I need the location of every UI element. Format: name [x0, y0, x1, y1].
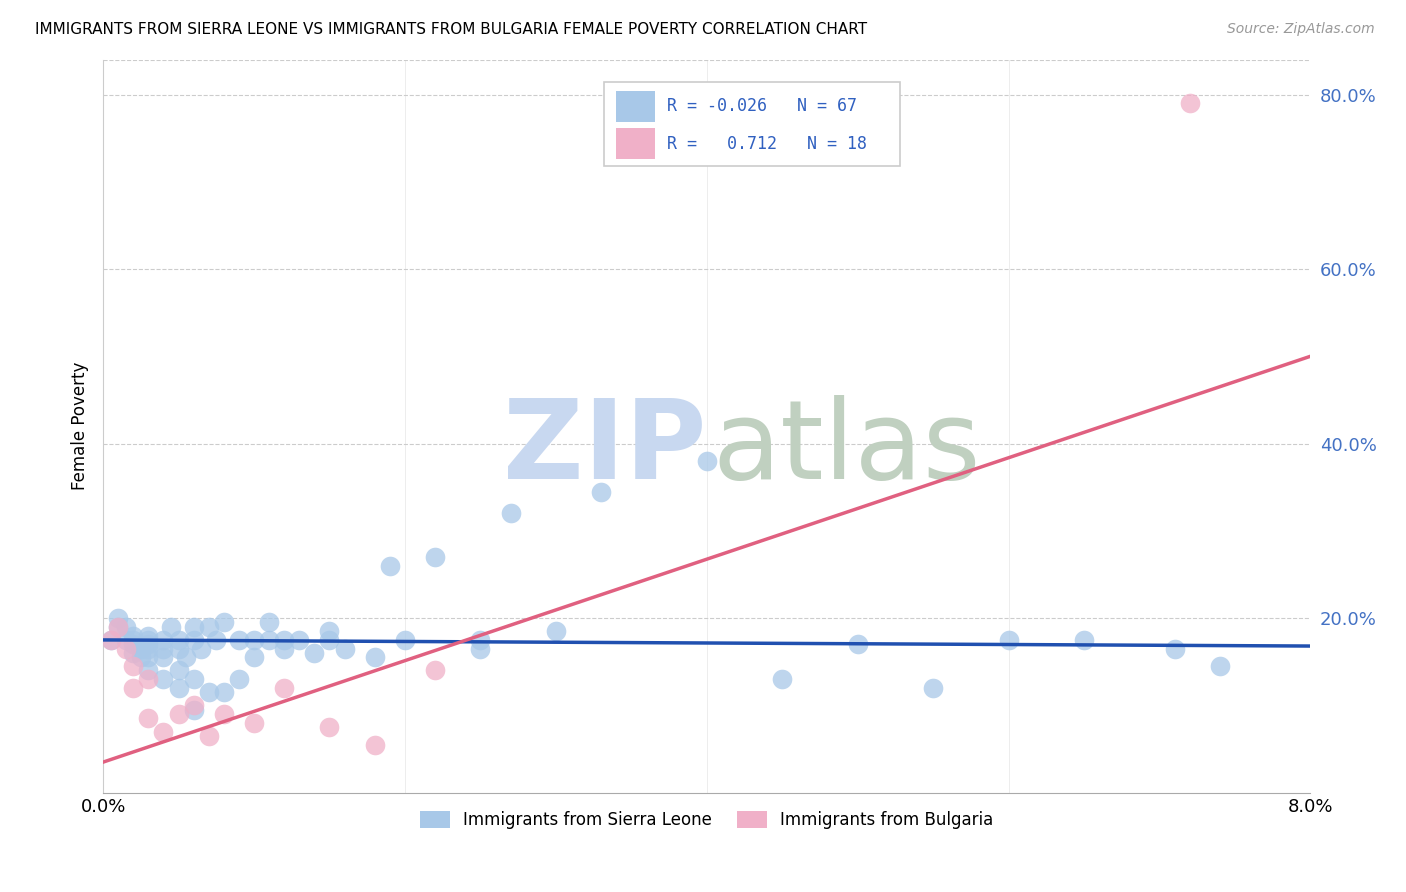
Point [273, 641, 295, 656]
Legend: Immigrants from Sierra Leone, Immigrants from Bulgaria: Immigrants from Sierra Leone, Immigrants… [413, 804, 1000, 836]
Text: atlas: atlas [713, 394, 981, 501]
Point [190, 641, 212, 656]
Point [138, 629, 160, 643]
Point [152, 724, 174, 739]
Point [770, 672, 793, 686]
Point [1163, 641, 1185, 656]
Point [183, 698, 205, 713]
Point [846, 637, 869, 651]
Point [212, 615, 235, 630]
Point [129, 650, 152, 665]
Point [100, 632, 122, 647]
Point [114, 632, 136, 647]
FancyBboxPatch shape [605, 81, 900, 166]
Point [364, 650, 387, 665]
Point [364, 738, 387, 752]
Point [243, 650, 266, 665]
Point [544, 624, 567, 639]
Point [152, 650, 174, 665]
Point [243, 632, 266, 647]
Text: R =   0.712   N = 18: R = 0.712 N = 18 [666, 135, 868, 153]
Point [122, 629, 145, 643]
Point [470, 632, 492, 647]
Point [138, 632, 160, 647]
Point [167, 632, 190, 647]
Bar [616, 128, 655, 159]
Point [470, 641, 492, 656]
Point [228, 672, 250, 686]
Point [152, 641, 174, 656]
Point [183, 703, 205, 717]
Point [138, 641, 160, 656]
Point [257, 632, 280, 647]
Point [152, 672, 174, 686]
Text: IMMIGRANTS FROM SIERRA LEONE VS IMMIGRANTS FROM BULGARIA FEMALE POVERTY CORRELAT: IMMIGRANTS FROM SIERRA LEONE VS IMMIGRAN… [35, 22, 868, 37]
Point [212, 707, 235, 722]
Point [423, 664, 446, 678]
Point [1178, 96, 1201, 111]
Point [696, 454, 718, 468]
Point [378, 558, 401, 573]
Point [318, 720, 340, 734]
Point [333, 641, 356, 656]
Point [394, 632, 416, 647]
Point [174, 650, 197, 665]
Point [183, 620, 205, 634]
Point [318, 624, 340, 639]
Point [273, 632, 295, 647]
Point [122, 681, 145, 695]
Point [138, 672, 160, 686]
Point [205, 632, 228, 647]
Point [257, 615, 280, 630]
Point [114, 641, 136, 656]
Point [138, 711, 160, 725]
Point [499, 507, 522, 521]
Text: R = -0.026   N = 67: R = -0.026 N = 67 [666, 97, 856, 115]
Point [122, 646, 145, 660]
Point [138, 664, 160, 678]
Point [304, 646, 326, 660]
Bar [616, 91, 655, 122]
Point [1073, 632, 1095, 647]
Text: ZIP: ZIP [503, 394, 707, 501]
Point [114, 620, 136, 634]
Point [318, 632, 340, 647]
Point [1209, 659, 1232, 673]
Point [183, 672, 205, 686]
Point [183, 632, 205, 647]
Point [167, 681, 190, 695]
Point [591, 484, 613, 499]
Point [107, 611, 129, 625]
Point [122, 637, 145, 651]
Point [107, 620, 129, 634]
Point [167, 707, 190, 722]
Point [197, 620, 219, 634]
Point [100, 632, 122, 647]
Point [138, 637, 160, 651]
Point [152, 632, 174, 647]
Text: Source: ZipAtlas.com: Source: ZipAtlas.com [1227, 22, 1375, 37]
Point [167, 664, 190, 678]
Point [228, 632, 250, 647]
Point [922, 681, 945, 695]
Point [212, 685, 235, 699]
Point [122, 632, 145, 647]
Point [107, 620, 129, 634]
Point [122, 659, 145, 673]
Point [138, 650, 160, 665]
Point [997, 632, 1019, 647]
Point [243, 715, 266, 730]
Point [423, 549, 446, 564]
Point [288, 632, 311, 647]
Y-axis label: Female Poverty: Female Poverty [72, 362, 89, 491]
Point [273, 681, 295, 695]
Point [167, 641, 190, 656]
Point [160, 620, 183, 634]
Point [129, 641, 152, 656]
Point [197, 685, 219, 699]
Point [197, 729, 219, 743]
